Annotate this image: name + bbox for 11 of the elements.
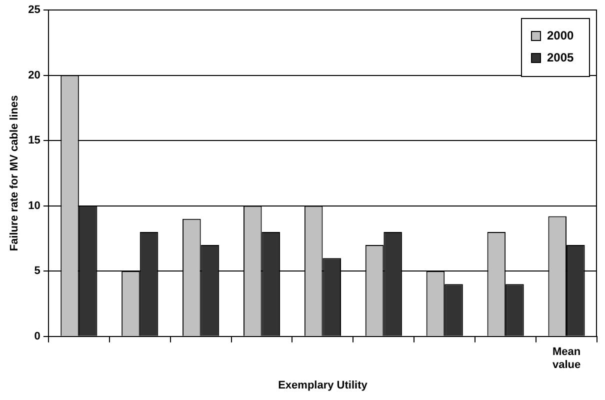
y-tick-label: 10 xyxy=(28,200,40,212)
y-axis-title: Failure rate for MV cable lines xyxy=(8,95,21,252)
x-tick-label: Mean value xyxy=(552,346,581,372)
legend-label: 2005 xyxy=(547,50,574,64)
y-tick-label: 5 xyxy=(34,265,40,278)
y-tick-label: 20 xyxy=(28,69,40,82)
y-tick-label: 15 xyxy=(28,134,40,147)
y-tick-label: 0 xyxy=(34,330,40,342)
legend-label: 2000 xyxy=(547,28,574,42)
y-tick-label: 25 xyxy=(28,4,40,16)
x-axis-title: Exemplary Utility xyxy=(278,379,368,392)
